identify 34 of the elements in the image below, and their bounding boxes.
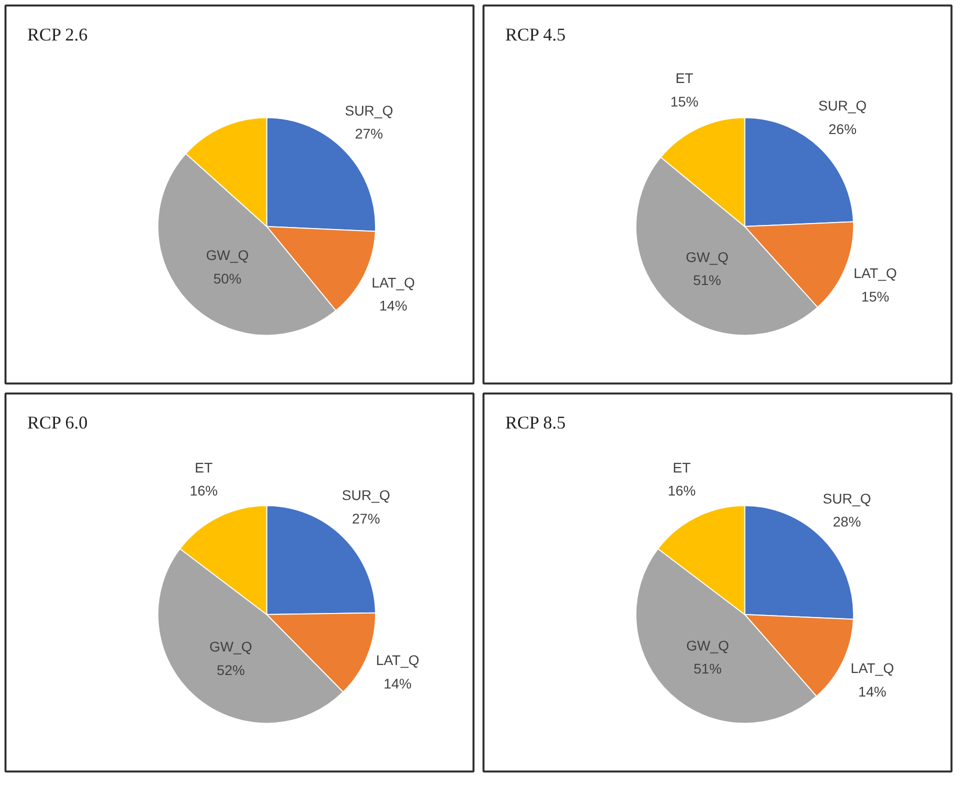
data-label: 16% bbox=[668, 482, 696, 499]
data-label: 26% bbox=[828, 120, 857, 137]
data-label: 14% bbox=[379, 298, 408, 314]
slice-label: GW_Q bbox=[686, 637, 730, 654]
chart-title: RCP 2.6 bbox=[27, 24, 88, 45]
data-label: 27% bbox=[352, 510, 380, 526]
data-label: 50% bbox=[213, 270, 242, 286]
slice-label: GW_Q bbox=[206, 247, 249, 264]
data-label: 14% bbox=[858, 683, 886, 700]
slice-label: ET bbox=[194, 459, 214, 476]
slice-label: GW_Q bbox=[209, 638, 252, 655]
slice-label: SUR_Q bbox=[822, 490, 872, 506]
data-label: 16% bbox=[190, 482, 218, 499]
slice-label: LAT_Q bbox=[376, 652, 420, 668]
slice-label: LAT_Q bbox=[854, 265, 897, 282]
data-label: 14% bbox=[384, 675, 412, 692]
data-label: 51% bbox=[693, 272, 722, 288]
slice-label: ET bbox=[675, 70, 694, 86]
slice-label: SUR_Q bbox=[342, 487, 390, 504]
data-label: 52% bbox=[216, 662, 245, 678]
chart-title: RCP 8.5 bbox=[505, 412, 566, 433]
chart-title: RCP 4.5 bbox=[505, 24, 566, 45]
data-label: 28% bbox=[832, 514, 861, 530]
slice-label: SUR_Q bbox=[344, 102, 394, 118]
data-label: 15% bbox=[670, 93, 698, 110]
slice-label: LAT_Q bbox=[850, 660, 894, 676]
slice-label: LAT_Q bbox=[372, 274, 416, 290]
slice-label: GW_Q bbox=[686, 248, 729, 265]
slice-label: SUR_Q bbox=[818, 98, 867, 114]
chart-title: RCP 6.0 bbox=[27, 412, 88, 433]
slice-label: ET bbox=[672, 459, 692, 476]
data-label: 15% bbox=[861, 288, 890, 304]
data-label: 51% bbox=[694, 660, 722, 677]
data-label: 27% bbox=[354, 126, 383, 142]
